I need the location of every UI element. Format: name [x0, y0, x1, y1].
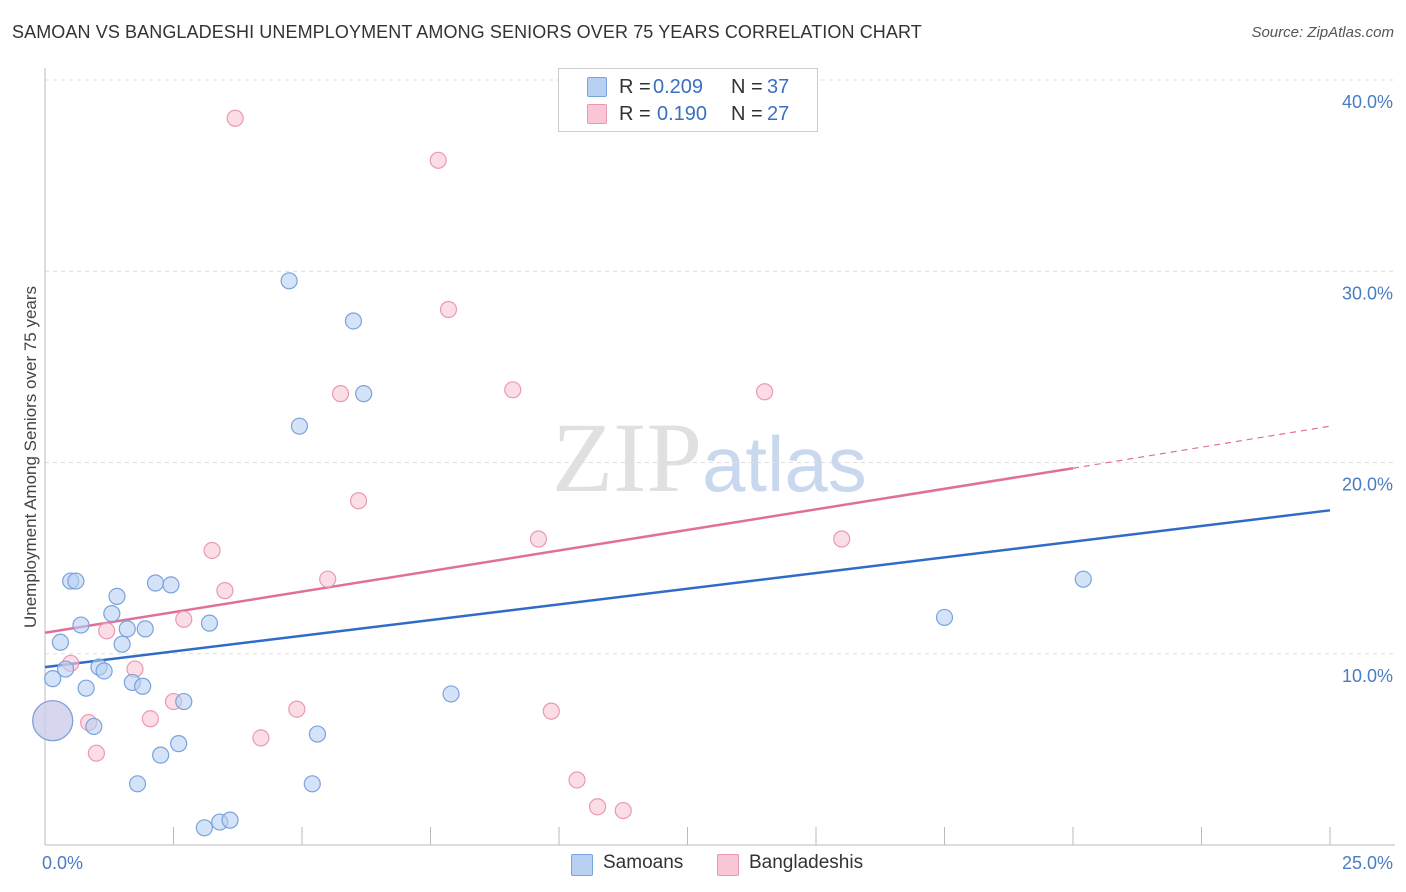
samoans-n-value: 37 [767, 76, 790, 98]
legend-r-label: R = [619, 103, 651, 125]
samoans-point [442, 685, 460, 703]
x-tick-label-max: 25.0% [1342, 853, 1393, 873]
samoans-point [44, 670, 62, 688]
samoans-point [77, 679, 95, 697]
legend-n-label: N = [731, 103, 763, 125]
samoans-swatch [587, 77, 607, 97]
bangladeshis-swatch [587, 104, 607, 124]
samoans-point [118, 620, 136, 638]
bangladeshis-legend-label: Bangladeshis [749, 852, 864, 873]
y-tick-label: 20.0% [1342, 475, 1393, 495]
bangladeshis-point [141, 710, 159, 728]
samoans-point [95, 662, 113, 680]
samoans-point [72, 616, 90, 634]
source-label: Source: ZipAtlas.com [1251, 24, 1394, 41]
bangladeshis-point [87, 744, 106, 762]
watermark: ZIPatlas [552, 400, 867, 515]
bangladeshis-point [331, 385, 350, 403]
samoans-point [355, 385, 373, 403]
samoans-legend-swatch [571, 854, 593, 876]
bangladeshis-point [226, 109, 244, 127]
bangladeshis-trend-extension [1072, 425, 1331, 469]
grid-lines [45, 79, 1395, 655]
samoans-point [170, 735, 188, 753]
bangladeshis-point [588, 798, 607, 816]
trend-lines [44, 425, 1331, 669]
samoans-point [195, 819, 213, 837]
samoans-point [152, 746, 170, 764]
y-tick-label: 40.0% [1342, 92, 1393, 112]
watermark-atlas: atlas [702, 420, 867, 508]
legend-n-label: N = [731, 76, 763, 98]
samoans-point [308, 725, 327, 743]
bangladeshis-point [175, 610, 193, 628]
bangladeshis-point [349, 492, 368, 510]
samoans-point [51, 633, 70, 651]
bangladeshis-point [252, 729, 270, 747]
data-points [32, 109, 1092, 837]
y-tick-label: 10.0% [1342, 666, 1393, 686]
samoans-point [56, 660, 75, 678]
samoans-point [113, 635, 131, 653]
samoans-point [146, 574, 165, 592]
samoans-point [290, 417, 309, 435]
x-tick-label-min: 0.0% [42, 853, 83, 873]
bangladeshis-point [319, 570, 337, 588]
samoans-point [200, 614, 219, 632]
samoans-point [32, 700, 74, 742]
bangladeshis-n-value: 27 [767, 103, 790, 125]
bangladeshis-point [542, 702, 560, 720]
samoans-point [67, 572, 85, 590]
bangladeshis-point [216, 582, 234, 600]
samoans-point [1074, 570, 1092, 588]
bangladeshis-point [568, 771, 586, 789]
samoans-point [303, 775, 321, 793]
samoans-point [108, 587, 126, 605]
bangladeshis-r-value: 0.190 [657, 103, 708, 125]
samoans-point [128, 775, 147, 793]
y-axis-label: Unemployment Among Seniors over 75 years [21, 286, 40, 628]
samoans-point [175, 692, 193, 711]
bangladeshis-point [755, 383, 774, 401]
legend-r-label: R = [619, 76, 651, 98]
samoans-point [136, 620, 154, 638]
samoans-legend-label: Samoans [603, 852, 684, 873]
samoans-point [935, 608, 954, 627]
bangladeshis-legend-swatch [717, 854, 739, 876]
bangladeshis-point [529, 530, 548, 548]
samoans-point [85, 717, 103, 736]
watermark-zip: ZIP [552, 402, 702, 513]
bangladeshis-point [439, 300, 458, 319]
bangladeshis-point [504, 381, 522, 399]
samoans-r-value: 0.209 [653, 76, 704, 98]
axes [44, 68, 1395, 846]
y-tick-label: 30.0% [1342, 283, 1393, 303]
samoans-trend-line [44, 509, 1331, 669]
samoans-point [162, 576, 180, 594]
samoans-point [134, 677, 152, 695]
bangladeshis-point [614, 801, 632, 820]
samoans-point [221, 811, 239, 829]
bangladeshis-point [429, 151, 447, 169]
bangladeshis-trend-line [44, 467, 1074, 634]
bangladeshis-point [98, 622, 116, 640]
bangladeshis-point [203, 541, 221, 560]
bangladeshis-point [288, 700, 306, 718]
bangladeshis-point [833, 530, 851, 548]
chart-title: SAMOAN VS BANGLADESHI UNEMPLOYMENT AMONG… [12, 22, 922, 42]
samoans-point [344, 312, 362, 330]
samoans-point [103, 604, 121, 623]
tick-labels: 10.0% 20.0% 30.0% 40.0% 0.0% 25.0% [42, 92, 1393, 873]
samoans-point [280, 272, 298, 290]
stats-legend: R = 0.209 N = 37 R = 0.190 N = 27 [558, 68, 818, 132]
